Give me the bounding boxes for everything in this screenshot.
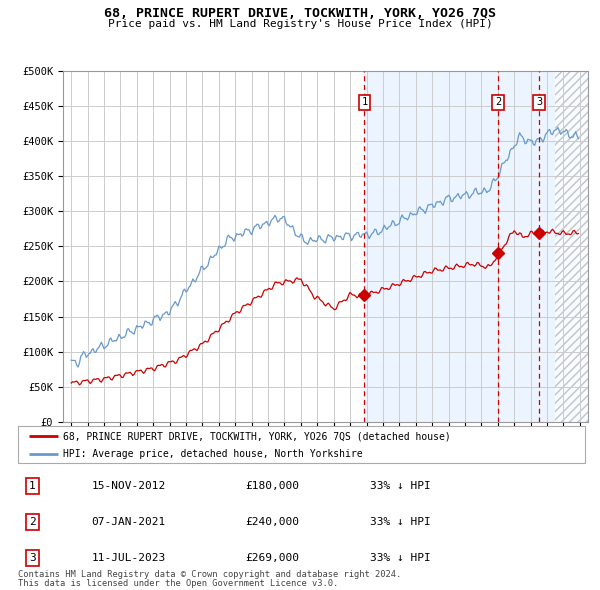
Text: Contains HM Land Registry data © Crown copyright and database right 2024.: Contains HM Land Registry data © Crown c…	[18, 571, 401, 579]
Text: 33% ↓ HPI: 33% ↓ HPI	[370, 481, 430, 491]
Text: 2: 2	[29, 517, 35, 527]
Text: 11-JUL-2023: 11-JUL-2023	[92, 553, 166, 563]
Text: Price paid vs. HM Land Registry's House Price Index (HPI): Price paid vs. HM Land Registry's House …	[107, 19, 493, 29]
Text: 1: 1	[29, 481, 35, 491]
Text: 68, PRINCE RUPERT DRIVE, TOCKWITH, YORK, YO26 7QS: 68, PRINCE RUPERT DRIVE, TOCKWITH, YORK,…	[104, 7, 496, 20]
Text: £269,000: £269,000	[245, 553, 299, 563]
Text: 33% ↓ HPI: 33% ↓ HPI	[370, 517, 430, 527]
Text: This data is licensed under the Open Government Licence v3.0.: This data is licensed under the Open Gov…	[18, 579, 338, 588]
Text: 3: 3	[536, 97, 542, 107]
Text: 07-JAN-2021: 07-JAN-2021	[92, 517, 166, 527]
Text: 1: 1	[361, 97, 368, 107]
Text: £240,000: £240,000	[245, 517, 299, 527]
Text: HPI: Average price, detached house, North Yorkshire: HPI: Average price, detached house, Nort…	[64, 449, 363, 459]
Text: 68, PRINCE RUPERT DRIVE, TOCKWITH, YORK, YO26 7QS (detached house): 68, PRINCE RUPERT DRIVE, TOCKWITH, YORK,…	[64, 431, 451, 441]
Text: 33% ↓ HPI: 33% ↓ HPI	[370, 553, 430, 563]
Text: £180,000: £180,000	[245, 481, 299, 491]
Bar	[364, 71, 555, 422]
Bar	[555, 71, 588, 422]
Text: 2: 2	[495, 97, 501, 107]
Bar	[555, 71, 588, 422]
Text: 15-NOV-2012: 15-NOV-2012	[92, 481, 166, 491]
Text: 3: 3	[29, 553, 35, 563]
